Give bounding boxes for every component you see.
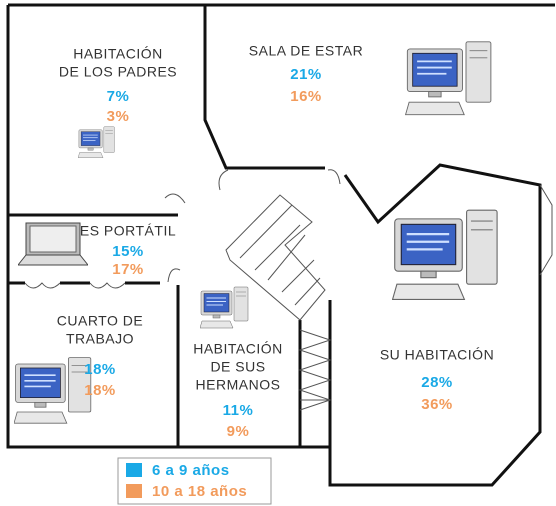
- room-name: SU HABITACIÓN: [380, 347, 494, 363]
- percent-6-9: 18%: [84, 361, 116, 378]
- percent-10-18: 9%: [227, 423, 250, 440]
- legend: 6 a 9 años 10 a 18 años: [117, 457, 272, 505]
- percent-6-9: 11%: [223, 402, 254, 419]
- percent-6-9: 28%: [421, 374, 453, 391]
- room-name: SALA DE ESTAR: [249, 43, 363, 59]
- walls: [6, 3, 555, 487]
- percent-10-18: 16%: [290, 88, 322, 105]
- percent-10-18: 36%: [421, 396, 453, 413]
- room-labels: HABITACIÓN DE LOS PADRES 7% 3% SALA DE ESTAR…: [57, 43, 494, 440]
- percent-6-9: 7%: [107, 88, 130, 105]
- percent-10-18: 17%: [112, 261, 144, 278]
- room-name: TRABAJO: [66, 331, 134, 347]
- percent-10-18: 18%: [84, 382, 116, 399]
- room-name: CUARTO DE: [57, 313, 143, 329]
- room-name: HABITACIÓN: [73, 46, 163, 62]
- legend-label: 6 a 9 años: [152, 462, 230, 479]
- percent-6-9: 15%: [112, 243, 144, 260]
- room-name: DE LOS PADRES: [59, 64, 177, 80]
- room-name: DE SUS: [210, 359, 265, 375]
- percent-10-18: 3%: [107, 108, 130, 125]
- legend-swatch: [126, 484, 142, 498]
- legend-label: 10 a 18 años: [152, 483, 247, 500]
- room-name: HERMANOS: [196, 377, 281, 393]
- percent-6-9: 21%: [290, 66, 322, 83]
- room-name: ES PORTÁTIL: [80, 223, 176, 239]
- room-name: HABITACIÓN: [193, 341, 283, 357]
- legend-swatch: [126, 463, 142, 477]
